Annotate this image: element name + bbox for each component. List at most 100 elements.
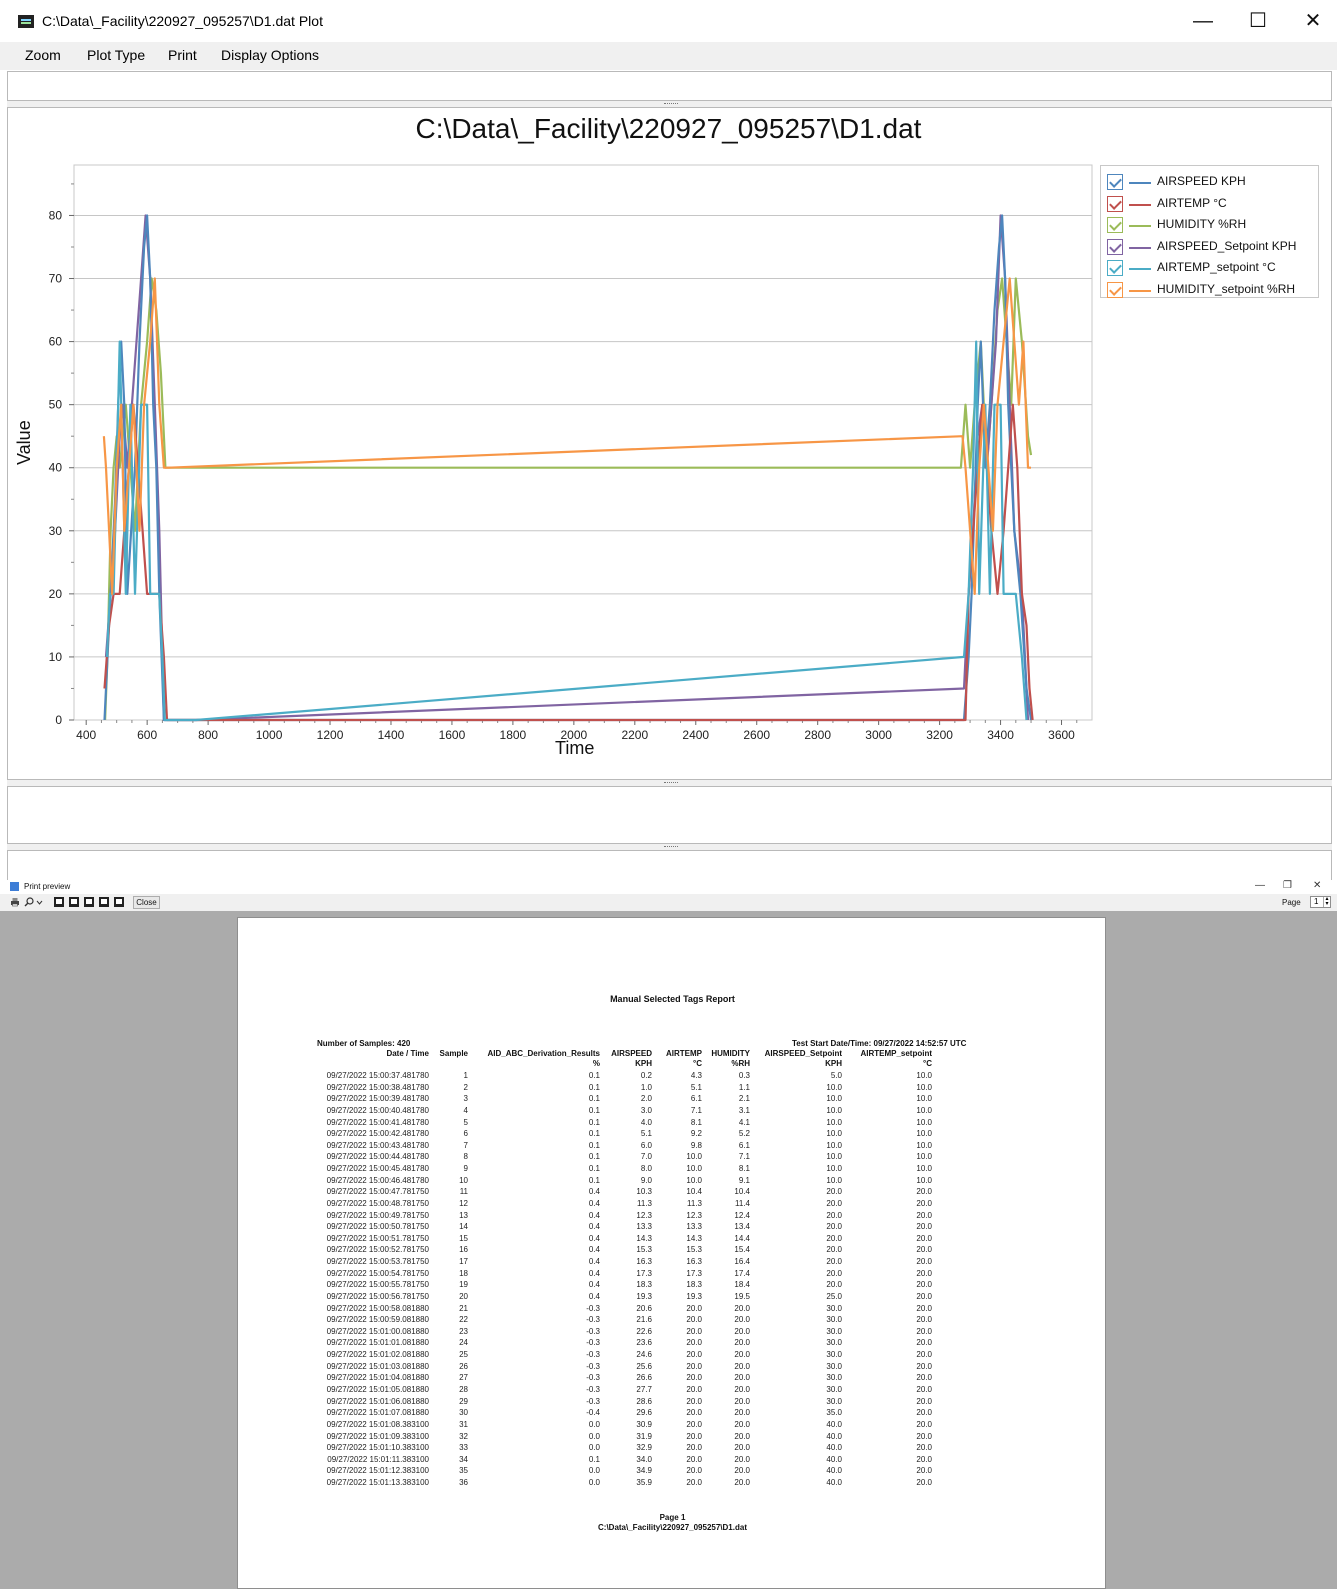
legend-item[interactable]: AIRTEMP °C <box>1107 194 1317 214</box>
table-cell: 24 <box>459 1338 468 1348</box>
page-label: Page <box>1282 898 1301 907</box>
plot-title: C:\Data\_Facility\220927_095257\D1.dat <box>415 113 922 144</box>
zoom-icon[interactable] <box>24 897 34 907</box>
table-cell: 32.9 <box>636 1443 652 1453</box>
table-cell: 0.4 <box>588 1268 600 1278</box>
table-cell: 34.0 <box>636 1454 652 1464</box>
table-cell: 0.4 <box>588 1210 600 1220</box>
table-cell: 12 <box>459 1198 468 1208</box>
legend-checkbox[interactable] <box>1107 174 1123 190</box>
six-pages-icon[interactable] <box>114 897 124 907</box>
table-cell: 40.0 <box>826 1478 842 1488</box>
menu-print[interactable]: Print <box>168 47 197 63</box>
title-bar[interactable]: C:\Data\_Facility\220927_095257\D1.dat P… <box>0 0 1337 42</box>
legend-item[interactable]: AIRSPEED KPH <box>1107 172 1317 192</box>
table-cell: 17.4 <box>734 1268 750 1278</box>
print-preview-icon <box>10 882 19 891</box>
legend-item[interactable]: HUMIDITY %RH <box>1107 215 1317 235</box>
legend-checkbox[interactable] <box>1107 238 1123 255</box>
legend-checkbox[interactable] <box>1107 195 1123 212</box>
page-number-input[interactable]: 1 ▴ ▾ <box>1310 896 1331 908</box>
top-splitter[interactable] <box>7 101 1332 107</box>
table-cell: 0.1 <box>588 1094 600 1104</box>
table-cell: 4.3 <box>690 1071 702 1080</box>
table-cell: 09/27/2022 15:00:53.781750 <box>326 1257 429 1267</box>
table-cell: 09/27/2022 15:01:02.081880 <box>326 1350 429 1360</box>
maximize-button[interactable]: ☐ <box>1249 10 1267 32</box>
table-cell: 40.0 <box>826 1443 842 1453</box>
one-page-icon[interactable] <box>54 897 64 907</box>
table-cell: 09/27/2022 15:01:12.383100 <box>326 1466 429 1476</box>
legend-swatch <box>1129 182 1151 184</box>
table-cell: 30.0 <box>826 1350 842 1360</box>
pp-restore-button[interactable]: ❐ <box>1283 880 1292 891</box>
menu-plot-type[interactable]: Plot Type <box>87 47 146 63</box>
line-chart[interactable]: 0 10 20 30 40 50 60 70 80 400 600 800 1000 1200 1400 16… <box>0 0 1337 880</box>
table-cell: 4 <box>463 1105 468 1115</box>
table-cell: 20.0 <box>686 1466 702 1476</box>
table-cell: 40.0 <box>826 1431 842 1441</box>
table-cell: 09/27/2022 15:00:48.781750 <box>326 1198 429 1208</box>
print-preview-title-bar[interactable]: Print preview — ❐ ✕ <box>0 880 1337 894</box>
page-spinner[interactable]: ▴ ▾ <box>1323 896 1330 907</box>
middle-splitter[interactable] <box>7 780 1332 786</box>
table-cell: 20.0 <box>734 1315 750 1325</box>
table-cell: 15.3 <box>636 1245 652 1255</box>
table-cell: 09/27/2022 15:00:51.781750 <box>326 1233 429 1243</box>
y-tick-label: 60 <box>49 335 63 349</box>
table-cell: 10.0 <box>916 1094 932 1104</box>
table-cell: 23.6 <box>636 1338 652 1348</box>
column-unit: % <box>592 1059 600 1068</box>
table-cell: 20.0 <box>916 1385 932 1394</box>
table-cell: 20.0 <box>734 1385 750 1394</box>
table-cell: 20.0 <box>686 1361 702 1371</box>
x-tick-label: 3400 <box>987 728 1014 742</box>
minimize-button[interactable]: — <box>1193 10 1213 32</box>
plot-area <box>73 164 1093 721</box>
two-pages-icon[interactable] <box>69 897 79 907</box>
table-cell: 28 <box>459 1385 468 1394</box>
table-cell: 6.0 <box>640 1140 652 1150</box>
table-cell: 6.1 <box>690 1094 702 1104</box>
plot-window: C:\Data\_Facility\220927_095257\D1.dat P… <box>0 0 1337 880</box>
table-cell: 11 <box>459 1187 468 1197</box>
table-cell: 20.0 <box>734 1408 750 1418</box>
table-cell: 5.1 <box>690 1082 702 1092</box>
print-preview-title: Print preview <box>24 882 71 891</box>
table-cell: -0.3 <box>586 1303 600 1313</box>
legend-item[interactable]: AIRSPEED_Setpoint KPH <box>1107 237 1317 257</box>
table-cell: 0.3 <box>738 1071 750 1080</box>
y-tick-label: 50 <box>49 398 63 412</box>
pp-close-button[interactable]: ✕ <box>1313 880 1322 891</box>
table-cell: 20.0 <box>916 1396 932 1406</box>
table-cell: 10.0 <box>826 1140 842 1150</box>
table-cell: 13.4 <box>734 1222 750 1232</box>
three-pages-icon[interactable] <box>84 897 94 907</box>
legend-item[interactable]: HUMIDITY_setpoint %RH <box>1107 280 1317 300</box>
close-button[interactable]: ✕ <box>1304 10 1322 32</box>
chevron-down-icon[interactable] <box>36 897 43 907</box>
legend-checkbox[interactable] <box>1107 281 1123 298</box>
close-preview-button[interactable]: Close <box>133 896 160 909</box>
menu-display-options[interactable]: Display Options <box>221 47 320 63</box>
table-cell: 20.0 <box>734 1350 750 1360</box>
table-cell: 31.9 <box>636 1431 652 1441</box>
table-cell: 0.1 <box>588 1082 600 1092</box>
table-cell: 32 <box>459 1431 468 1441</box>
table-cell: 09/27/2022 15:00:46.481780 <box>326 1175 429 1185</box>
four-pages-icon[interactable] <box>99 897 109 907</box>
legend-checkbox[interactable] <box>1107 217 1123 233</box>
table-cell: 10.0 <box>826 1117 842 1127</box>
table-cell: 0.4 <box>588 1187 600 1197</box>
table-cell: 1 <box>463 1071 468 1080</box>
legend-item[interactable]: AIRTEMP_setpoint °C <box>1107 258 1317 278</box>
legend-checkbox[interactable] <box>1107 260 1123 276</box>
x-tick-label: 2200 <box>621 728 648 742</box>
pp-minimize-button[interactable]: — <box>1255 880 1265 891</box>
bottom-splitter[interactable] <box>7 844 1332 850</box>
test-start-time: Test Start Date/Time: 09/27/2022 14:52:5… <box>792 1039 967 1048</box>
menu-zoom[interactable]: Zoom <box>25 47 61 63</box>
printer-icon[interactable] <box>10 897 20 907</box>
table-cell: 16.3 <box>636 1257 652 1267</box>
table-cell: 0.1 <box>588 1129 600 1139</box>
